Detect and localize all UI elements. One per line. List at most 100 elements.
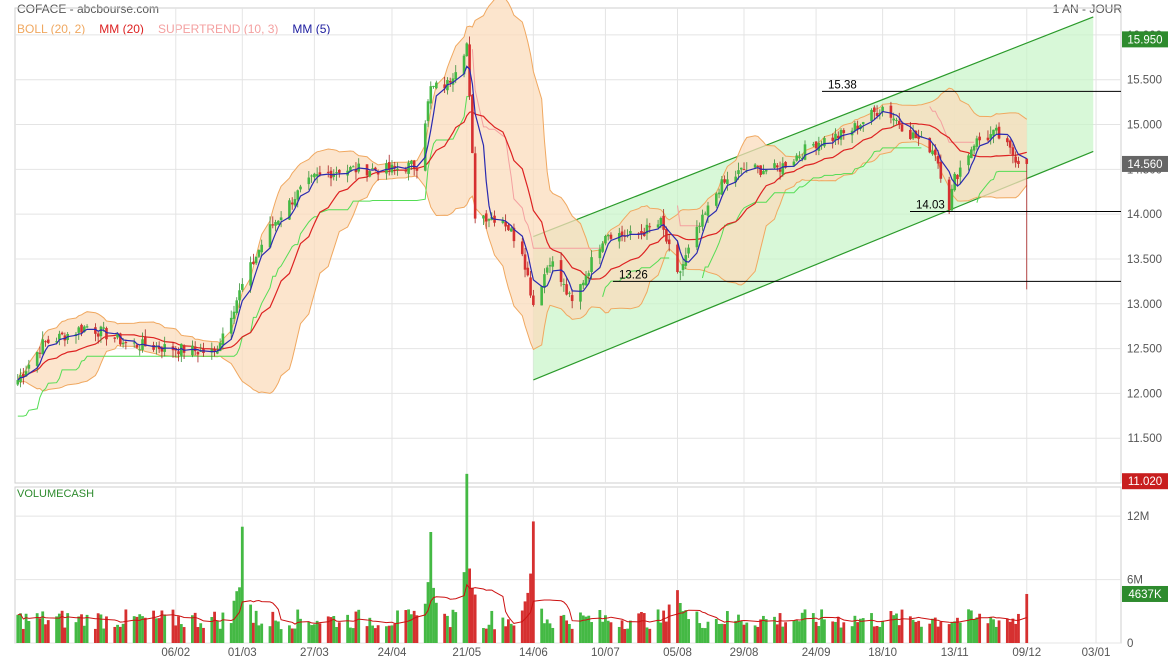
volume-bar xyxy=(861,618,865,643)
volume-bar xyxy=(878,626,882,643)
candle-body xyxy=(756,165,760,167)
candle-body xyxy=(839,129,843,140)
candle-body xyxy=(665,228,668,242)
period-label[interactable]: 1 AN - JOUR xyxy=(1052,2,1122,16)
candle-body xyxy=(933,149,937,155)
volume-bar xyxy=(737,614,740,643)
y-tick-label: 14.000 xyxy=(1127,209,1162,221)
candle-body xyxy=(509,228,513,232)
volume-bar xyxy=(745,622,749,643)
volume-bar xyxy=(626,628,629,643)
volume-bar xyxy=(820,609,824,643)
candle-body xyxy=(80,324,83,333)
volume-bar xyxy=(914,621,918,643)
channel-fill xyxy=(533,16,1094,380)
volume-bar xyxy=(387,625,391,643)
price-flag-label: 11.020 xyxy=(1128,476,1162,488)
volume-bar xyxy=(21,628,25,643)
volume-bar xyxy=(759,619,763,643)
candle-body xyxy=(310,175,313,177)
mm5-path xyxy=(17,65,1028,381)
volume-bar xyxy=(562,614,566,643)
volume-bar xyxy=(687,619,690,643)
candle-body xyxy=(662,215,665,230)
volume-bar xyxy=(956,617,959,643)
volume-bar xyxy=(678,602,682,643)
volume-bar xyxy=(121,623,125,643)
volume-bar xyxy=(881,620,885,643)
volume-bar xyxy=(823,619,826,643)
candle-body xyxy=(975,138,979,147)
candle-body xyxy=(562,283,566,285)
x-tick-label: 18/10 xyxy=(868,647,897,659)
volume-bar xyxy=(179,624,183,643)
volume-bar xyxy=(859,618,862,643)
candle-body xyxy=(415,168,419,171)
candle-body xyxy=(462,55,466,75)
candle-body xyxy=(870,109,873,122)
candle-body xyxy=(44,341,47,343)
candle-body xyxy=(928,137,932,153)
volume-bar xyxy=(775,624,779,643)
volume-bar xyxy=(950,622,954,643)
candle-body xyxy=(734,176,738,183)
level-label: 14.03 xyxy=(916,199,945,211)
candle-body xyxy=(584,275,588,286)
candle-body xyxy=(889,105,893,118)
volume-bar xyxy=(238,587,241,643)
volume-bar xyxy=(895,613,898,643)
legend-mm5[interactable]: MM (5) xyxy=(292,22,331,36)
candle-body xyxy=(739,167,743,170)
volume-bar xyxy=(723,624,727,643)
volume-bar xyxy=(526,592,530,643)
candle-body xyxy=(648,226,652,228)
volume-bar xyxy=(853,615,857,643)
candle-body xyxy=(504,221,507,227)
volume-bar xyxy=(665,621,668,643)
candle-body xyxy=(720,179,724,195)
volume-bar xyxy=(509,623,513,643)
candle-body xyxy=(950,188,954,211)
candle-body xyxy=(875,112,879,116)
candle-body xyxy=(38,352,42,354)
volume-bar xyxy=(221,612,225,643)
candle-body xyxy=(540,286,543,306)
candle-body xyxy=(507,224,510,231)
y-tick-label: 13.000 xyxy=(1127,299,1162,311)
volume-bar xyxy=(1008,621,1012,643)
legend-mm20[interactable]: MM (20) xyxy=(99,22,144,36)
volume-bar xyxy=(720,623,724,643)
volume-tick-label: 6M xyxy=(1127,575,1143,587)
volume-bar xyxy=(648,628,652,643)
candle-body xyxy=(917,135,920,139)
volume-bar xyxy=(288,625,291,643)
volume-bar xyxy=(762,615,765,643)
volume-bar xyxy=(235,591,239,643)
volume-bar xyxy=(202,627,205,643)
price-flag-box xyxy=(1122,155,1168,172)
volume-bar xyxy=(102,628,106,643)
candle-body xyxy=(823,138,826,147)
volume-bar xyxy=(551,627,555,643)
volume-bar xyxy=(409,614,413,643)
volume-bar xyxy=(714,618,718,643)
legend-boll[interactable]: BOLL (20, 2) xyxy=(17,22,86,36)
volume-bar xyxy=(116,624,119,643)
x-tick-label: 06/02 xyxy=(161,647,190,659)
legend-supertrend[interactable]: SUPERTREND (10, 3) xyxy=(157,22,279,36)
volume-bar xyxy=(446,615,449,643)
candle-body xyxy=(426,101,430,122)
candle-body xyxy=(656,224,660,228)
volume-bar xyxy=(604,615,607,643)
candle-body xyxy=(703,213,707,215)
volume-bar xyxy=(609,622,613,643)
candle-body xyxy=(629,230,632,234)
volume-bar xyxy=(967,609,970,643)
volume-bar xyxy=(842,622,846,643)
volume-bar xyxy=(870,613,873,643)
volume-bar xyxy=(349,627,352,643)
volume-bar xyxy=(908,616,912,643)
bollinger-fill xyxy=(17,0,1027,394)
candle-body xyxy=(836,135,840,139)
